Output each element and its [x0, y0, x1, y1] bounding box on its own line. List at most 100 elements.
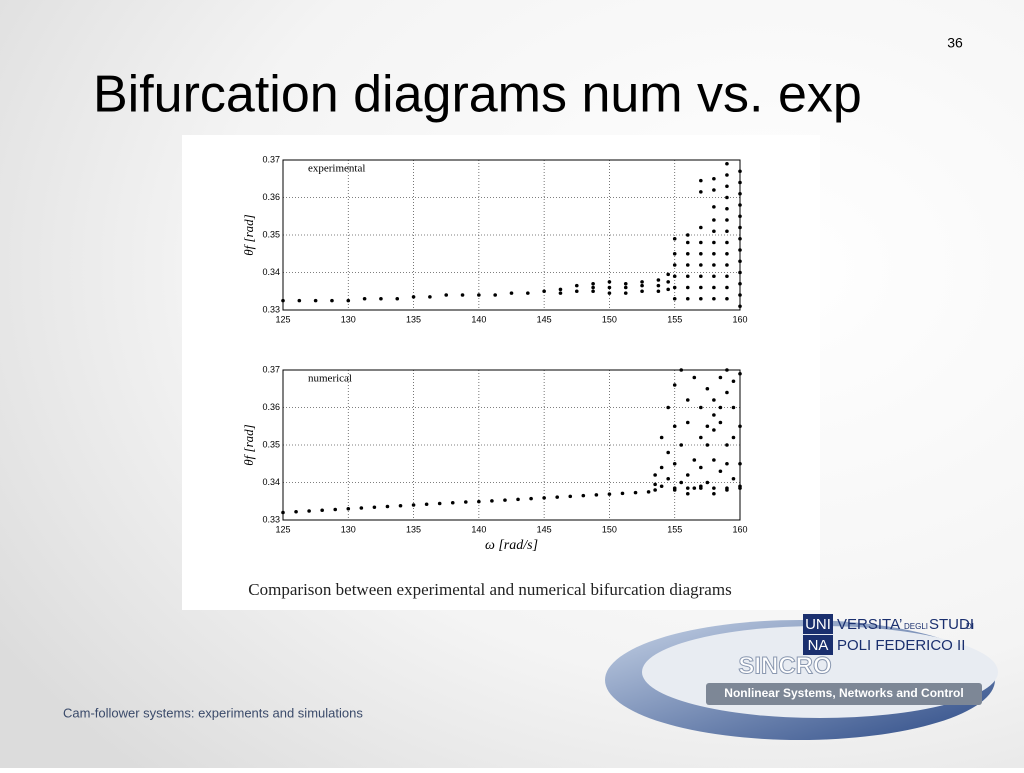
- point: [725, 368, 729, 372]
- point: [712, 188, 716, 192]
- point: [718, 375, 723, 380]
- x-tick-label: 125: [275, 314, 290, 324]
- point: [656, 289, 661, 294]
- point: [672, 285, 677, 290]
- y-tick-label: 0.34: [262, 477, 280, 487]
- point: [712, 263, 716, 267]
- point: [653, 482, 657, 487]
- footer: Cam-follower systems: experiments and si…: [63, 705, 363, 720]
- plot-frame: [282, 159, 741, 311]
- point: [725, 263, 729, 267]
- y-axis-label: θf [rad]: [241, 424, 256, 465]
- point: [659, 484, 664, 489]
- y-tick-label: 0.37: [262, 364, 280, 374]
- point: [666, 405, 670, 410]
- point: [731, 476, 736, 481]
- point: [725, 390, 729, 395]
- x-tick-label: 160: [732, 314, 747, 324]
- point: [725, 240, 729, 245]
- logo: UNI NA VERSITA’ DEGLI STUDI DI POLI FEDE…: [605, 614, 998, 740]
- point: [555, 495, 559, 499]
- point: [672, 296, 677, 301]
- point: [718, 469, 723, 474]
- point: [346, 506, 351, 511]
- point: [385, 504, 390, 509]
- point: [656, 283, 661, 288]
- point: [623, 291, 628, 295]
- point: [623, 281, 628, 286]
- annotation: numerical: [308, 373, 352, 385]
- point: [699, 178, 703, 183]
- point: [699, 465, 703, 470]
- point: [672, 461, 677, 466]
- annotation: experimental: [308, 163, 365, 175]
- x-tick-label: 140: [471, 314, 486, 324]
- point: [516, 497, 520, 502]
- point: [712, 285, 716, 290]
- point: [699, 190, 703, 194]
- point: [712, 398, 716, 402]
- point: [450, 500, 455, 505]
- point: [699, 251, 703, 256]
- logo-text: UNI: [805, 616, 831, 633]
- point: [679, 368, 684, 372]
- point: [294, 509, 298, 514]
- plot-frame: [282, 369, 741, 521]
- logo-text: Nonlinear Systems, Networks and Control: [724, 686, 963, 700]
- point: [692, 458, 697, 462]
- point: [718, 420, 723, 425]
- x-tick-label: 155: [667, 314, 682, 324]
- logo-box: [803, 614, 833, 634]
- logo-text: STUDI: [929, 616, 974, 633]
- point: [411, 503, 416, 507]
- point: [712, 428, 716, 432]
- point: [607, 291, 612, 295]
- point: [738, 371, 742, 376]
- chart: 125 130 135 140 145 150 155 160 0.33 0.34 0.35 0.36…: [241, 154, 748, 324]
- point: [699, 274, 703, 279]
- x-tick-label: 150: [602, 314, 617, 324]
- point: [297, 298, 302, 303]
- point: [558, 287, 563, 292]
- point: [398, 503, 403, 508]
- point: [581, 493, 586, 498]
- logo-text: SINCRO: [738, 652, 831, 679]
- point: [568, 494, 573, 499]
- point: [712, 296, 716, 301]
- point: [607, 285, 612, 290]
- x-tick-label: 150: [602, 524, 617, 534]
- point: [725, 184, 729, 189]
- point: [699, 435, 703, 440]
- point: [333, 507, 338, 512]
- point: [738, 304, 742, 309]
- point: [699, 263, 703, 267]
- y-tick-label: 0.34: [262, 267, 280, 277]
- point: [738, 180, 742, 185]
- point: [646, 490, 651, 494]
- y-tick-label: 0.35: [262, 229, 280, 239]
- point: [460, 293, 465, 297]
- point: [594, 493, 599, 497]
- point: [738, 424, 742, 429]
- y-tick-label: 0.33: [262, 514, 280, 524]
- point: [281, 298, 285, 303]
- point: [712, 176, 716, 181]
- point: [672, 263, 677, 267]
- point: [685, 285, 690, 290]
- point: [685, 486, 690, 490]
- x-tick-label: 155: [667, 524, 682, 534]
- point: [672, 383, 677, 387]
- point: [699, 240, 703, 245]
- point: [705, 480, 710, 485]
- point: [712, 413, 716, 417]
- point: [672, 486, 677, 490]
- point: [477, 499, 481, 504]
- point: [738, 191, 742, 196]
- page-number: 36: [947, 35, 963, 51]
- point: [705, 424, 710, 429]
- point: [509, 291, 514, 295]
- point: [685, 398, 690, 402]
- point: [672, 274, 677, 279]
- point: [718, 405, 723, 410]
